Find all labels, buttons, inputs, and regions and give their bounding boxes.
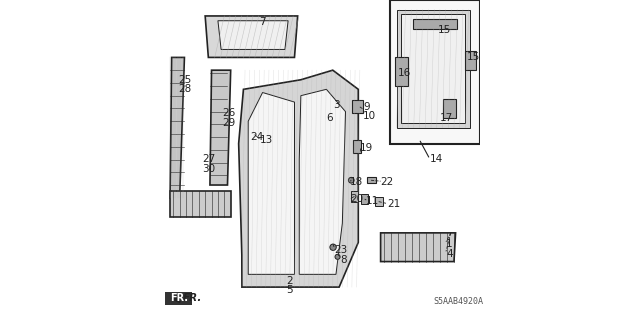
Text: 9: 9 (363, 102, 370, 112)
Text: 24: 24 (250, 132, 263, 142)
Bar (443, 99, 456, 118)
Text: 4: 4 (446, 249, 452, 259)
Bar (360, 194, 367, 204)
Text: 17: 17 (440, 113, 453, 123)
Bar (413, 19, 457, 29)
Text: 16: 16 (398, 68, 412, 78)
Text: 1: 1 (446, 239, 452, 249)
Text: 13: 13 (259, 135, 273, 145)
Text: FR.: FR. (170, 293, 188, 303)
Text: 27: 27 (202, 154, 215, 165)
Text: 21: 21 (387, 199, 400, 209)
Text: 23: 23 (334, 245, 348, 256)
Bar (165, 292, 193, 305)
Text: 6: 6 (326, 113, 333, 123)
Text: 28: 28 (178, 84, 191, 94)
Text: 10: 10 (363, 111, 376, 122)
Circle shape (253, 134, 257, 137)
Text: 5: 5 (287, 285, 293, 295)
Polygon shape (205, 16, 298, 57)
Polygon shape (239, 70, 358, 287)
Text: 26: 26 (223, 108, 236, 118)
Polygon shape (367, 177, 376, 183)
Circle shape (330, 244, 336, 250)
Text: 18: 18 (350, 177, 364, 187)
Text: 7: 7 (259, 17, 266, 27)
Circle shape (348, 177, 354, 183)
Text: 22: 22 (381, 177, 394, 187)
Text: 29: 29 (223, 118, 236, 128)
Polygon shape (395, 57, 408, 86)
Polygon shape (218, 21, 288, 49)
Text: 19: 19 (360, 143, 373, 153)
Text: 14: 14 (430, 154, 444, 165)
Circle shape (250, 131, 259, 140)
Polygon shape (397, 10, 470, 128)
Bar (375, 197, 383, 206)
Text: 8: 8 (340, 255, 348, 265)
Text: FR.: FR. (183, 293, 202, 303)
Polygon shape (390, 0, 479, 144)
Polygon shape (170, 191, 230, 217)
Polygon shape (352, 100, 363, 113)
Polygon shape (401, 14, 465, 123)
Polygon shape (300, 89, 346, 274)
Bar (353, 140, 362, 153)
Polygon shape (381, 233, 456, 262)
Text: 3: 3 (333, 100, 339, 110)
Text: 20: 20 (350, 194, 364, 204)
Bar (465, 51, 476, 70)
Text: 11: 11 (366, 196, 380, 206)
Polygon shape (248, 93, 294, 274)
Bar (351, 191, 358, 202)
Text: 30: 30 (202, 164, 215, 174)
Text: 15: 15 (467, 52, 480, 63)
Polygon shape (170, 57, 184, 198)
Polygon shape (210, 70, 230, 185)
Circle shape (335, 254, 340, 259)
Text: 2: 2 (287, 276, 293, 286)
Text: 25: 25 (178, 75, 191, 85)
Text: 15: 15 (438, 25, 451, 35)
Text: S5AAB4920A: S5AAB4920A (434, 297, 484, 306)
